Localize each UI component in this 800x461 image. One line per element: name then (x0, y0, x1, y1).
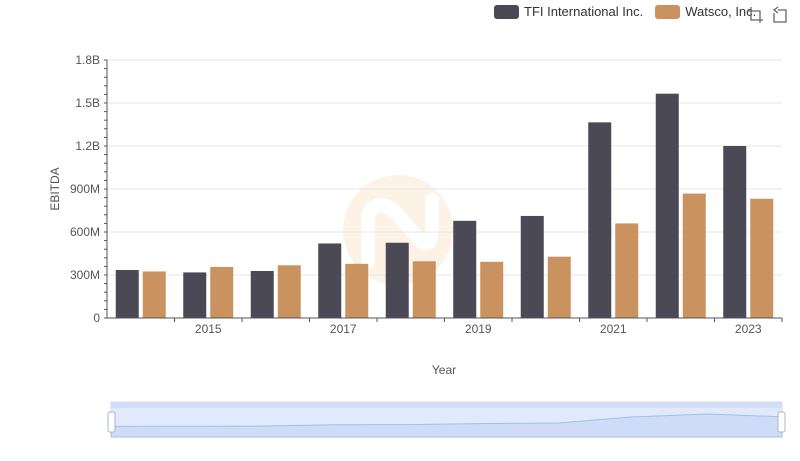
slider-top-bar[interactable] (111, 402, 782, 408)
bar-tfi-2017[interactable] (318, 243, 342, 318)
legend-item-tfi[interactable]: TFI International Inc. (494, 4, 643, 19)
y-tick-label: 1.8B (75, 53, 100, 67)
bar-tfi-2022[interactable] (655, 93, 679, 318)
bar-tfi-2018[interactable] (385, 242, 409, 318)
y-tick-label: 1.5B (75, 96, 100, 110)
restore-icon[interactable] (770, 6, 788, 24)
bar-watsco-2018[interactable] (412, 261, 436, 318)
x-axis: 2015 2017 2019 2021 2023 (107, 317, 783, 336)
bar-watsco-2017[interactable] (345, 263, 369, 318)
bar-tfi-2021[interactable] (588, 122, 612, 318)
watermark-logo (343, 175, 453, 285)
y-axis-label: EBITDA (48, 167, 62, 210)
toolbox (746, 6, 794, 24)
bar-watsco-2023[interactable] (750, 198, 774, 318)
bar-tfi-2023[interactable] (723, 146, 747, 318)
legend-label-watsco: Watsco, Inc. (685, 4, 757, 19)
x-tick-label: 2021 (600, 322, 627, 336)
slider-handle-left[interactable] (107, 411, 116, 433)
bar-watsco-2021[interactable] (615, 223, 639, 318)
bar-watsco-2016[interactable] (277, 265, 301, 318)
legend-item-watsco[interactable]: Watsco, Inc. (655, 4, 756, 19)
bar-watsco-2020[interactable] (547, 256, 571, 318)
legend-label-tfi: TFI International Inc. (524, 4, 644, 19)
x-tick-label: 2015 (195, 322, 222, 336)
y-tick-label: 600M (70, 225, 100, 239)
bar-watsco-2015[interactable] (210, 266, 234, 318)
legend-swatch-watsco (655, 4, 681, 19)
legend: TFI International Inc. Watsco, Inc. (494, 4, 768, 19)
bar-tfi-2020[interactable] (520, 215, 544, 318)
x-tick-label: 2017 (330, 322, 357, 336)
legend-swatch-tfi (494, 4, 519, 19)
bars-group (115, 93, 774, 318)
bar-tfi-2016[interactable] (250, 270, 274, 318)
x-axis-label: Year (432, 363, 456, 377)
bar-watsco-2019[interactable] (480, 261, 504, 318)
data-zoom-slider[interactable] (107, 401, 786, 438)
zoom-icon[interactable] (746, 6, 764, 24)
grid-lines (107, 59, 782, 319)
slider-handle-right[interactable] (777, 411, 786, 433)
bar-tfi-2014[interactable] (115, 269, 139, 318)
y-axis: 0 300M 600M 900M 1.2B 1.5B 1.8B (70, 53, 108, 325)
x-tick-label: 2023 (735, 322, 762, 336)
y-tick-label: 300M (70, 268, 100, 282)
y-tick-label: 0 (93, 311, 100, 325)
bar-tfi-2019[interactable] (453, 220, 477, 318)
x-tick-label: 2019 (465, 322, 492, 336)
bar-tfi-2015[interactable] (183, 272, 207, 318)
y-tick-label: 1.2B (75, 139, 100, 153)
bar-watsco-2022[interactable] (682, 193, 706, 318)
bar-watsco-2014[interactable] (142, 271, 166, 318)
y-tick-label: 900M (70, 182, 100, 196)
